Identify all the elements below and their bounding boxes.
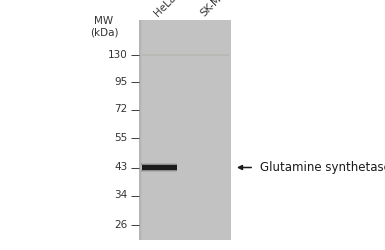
- Bar: [139, 20, 231, 240]
- Bar: [140, 20, 141, 240]
- Bar: [141, 164, 177, 165]
- Text: MW
(kDa): MW (kDa): [90, 16, 118, 37]
- Text: 26: 26: [115, 220, 128, 230]
- Bar: [140, 20, 141, 240]
- Text: 95: 95: [115, 77, 128, 87]
- Bar: [141, 171, 177, 172]
- Text: Glutamine synthetase: Glutamine synthetase: [260, 161, 385, 174]
- Text: 130: 130: [108, 50, 128, 60]
- Text: 43: 43: [115, 162, 128, 172]
- Text: 72: 72: [115, 104, 128, 115]
- Bar: [139, 20, 140, 240]
- Bar: [141, 170, 177, 171]
- Bar: [142, 54, 229, 56]
- Bar: [141, 170, 177, 171]
- Bar: [141, 164, 177, 165]
- Bar: [141, 20, 142, 240]
- Bar: [139, 20, 140, 240]
- Bar: [141, 20, 142, 240]
- Bar: [141, 163, 177, 164]
- Bar: [141, 163, 177, 164]
- Text: SK-MEL-28: SK-MEL-28: [199, 0, 244, 19]
- Text: 55: 55: [115, 133, 128, 143]
- Bar: [141, 171, 177, 172]
- Text: 34: 34: [115, 190, 128, 200]
- Bar: [142, 165, 177, 170]
- Text: HeLa: HeLa: [153, 0, 178, 19]
